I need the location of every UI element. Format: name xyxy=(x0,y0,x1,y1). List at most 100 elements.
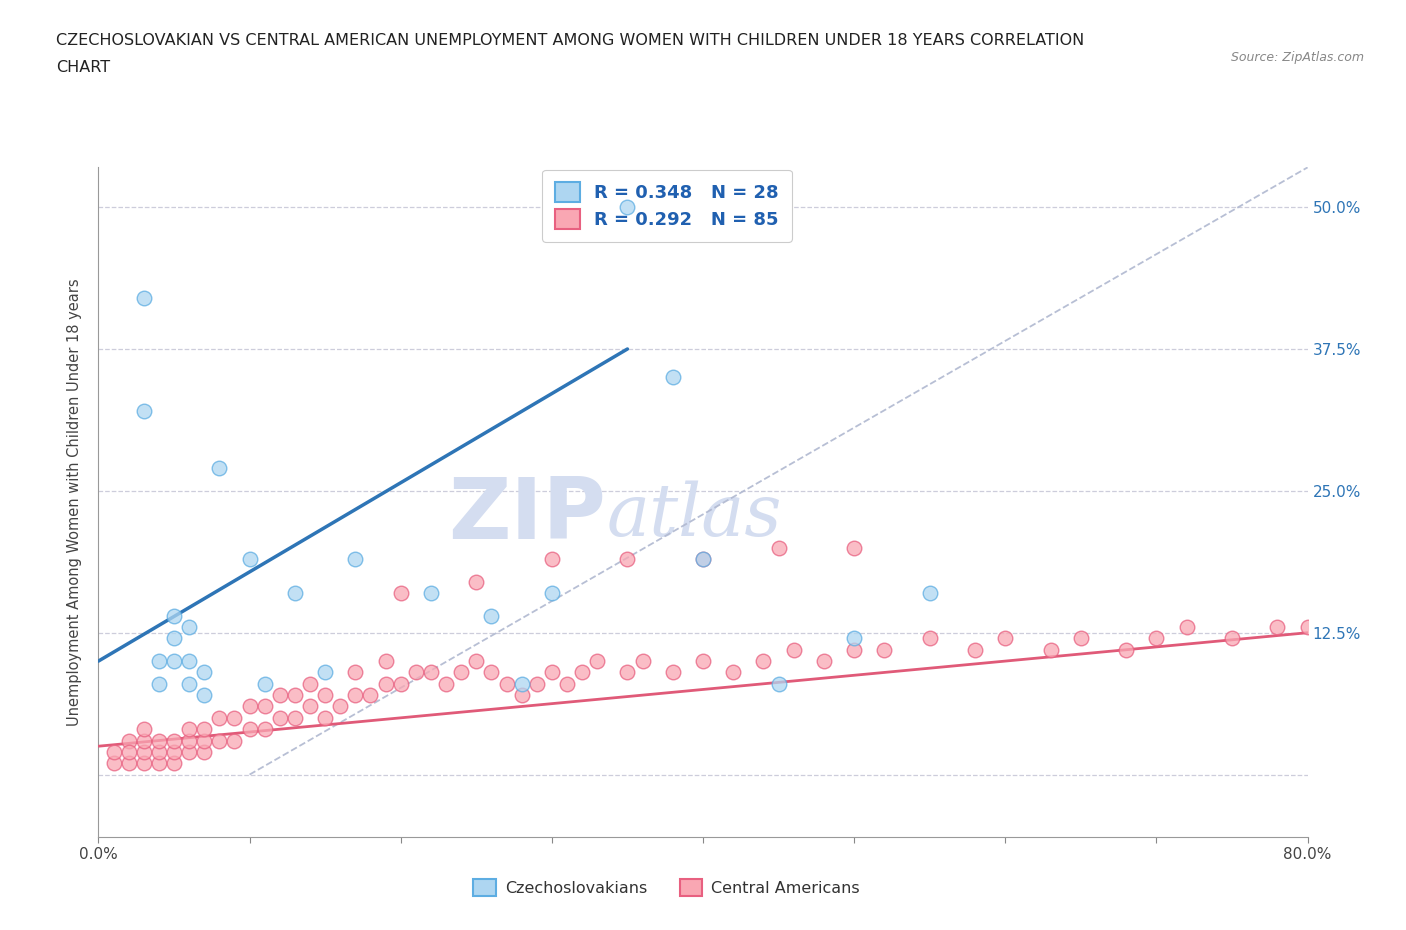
Point xyxy=(314,711,336,725)
Point xyxy=(510,676,533,691)
Point xyxy=(465,574,488,589)
Point xyxy=(208,733,231,748)
Point xyxy=(692,551,714,566)
Point xyxy=(314,687,336,702)
Point xyxy=(284,586,307,601)
Point xyxy=(299,699,322,714)
Point xyxy=(510,687,533,702)
Point xyxy=(813,654,835,669)
Point xyxy=(118,756,141,771)
Point xyxy=(132,290,155,305)
Point xyxy=(481,608,503,623)
Point xyxy=(768,540,790,555)
Point xyxy=(420,586,443,601)
Point xyxy=(344,551,367,566)
Point xyxy=(118,744,141,759)
Point xyxy=(662,665,685,680)
Point xyxy=(193,744,215,759)
Point xyxy=(540,586,562,601)
Point xyxy=(193,687,215,702)
Text: ZIP: ZIP xyxy=(449,474,606,557)
Point xyxy=(193,722,215,737)
Point xyxy=(239,551,262,566)
Legend: Czechoslovakians, Central Americans: Czechoslovakians, Central Americans xyxy=(467,872,866,903)
Point xyxy=(616,665,638,680)
Point xyxy=(208,711,231,725)
Point xyxy=(269,687,291,702)
Point xyxy=(132,744,155,759)
Point xyxy=(132,404,155,418)
Point xyxy=(360,687,382,702)
Point xyxy=(465,654,488,669)
Text: atlas: atlas xyxy=(606,480,782,551)
Point xyxy=(132,756,155,771)
Point xyxy=(1070,631,1092,645)
Point xyxy=(616,551,638,566)
Point xyxy=(163,744,186,759)
Point xyxy=(692,551,714,566)
Point xyxy=(420,665,443,680)
Point xyxy=(374,654,396,669)
Point xyxy=(163,654,186,669)
Point xyxy=(1220,631,1243,645)
Point xyxy=(179,744,201,759)
Point xyxy=(224,711,246,725)
Point xyxy=(389,676,412,691)
Point xyxy=(1115,643,1137,658)
Point xyxy=(450,665,472,680)
Point xyxy=(163,631,186,645)
Point xyxy=(148,756,170,771)
Point xyxy=(692,654,714,669)
Point xyxy=(540,665,562,680)
Point xyxy=(253,699,276,714)
Text: Source: ZipAtlas.com: Source: ZipAtlas.com xyxy=(1230,51,1364,64)
Point xyxy=(965,643,987,658)
Point xyxy=(405,665,427,680)
Point xyxy=(224,733,246,748)
Point xyxy=(344,665,367,680)
Y-axis label: Unemployment Among Women with Children Under 18 years: Unemployment Among Women with Children U… xyxy=(67,278,83,726)
Point xyxy=(586,654,609,669)
Point xyxy=(434,676,457,691)
Point xyxy=(193,665,215,680)
Point xyxy=(208,460,231,475)
Point xyxy=(631,654,654,669)
Point xyxy=(1144,631,1167,645)
Point xyxy=(329,699,352,714)
Point xyxy=(994,631,1017,645)
Point xyxy=(844,643,866,658)
Point xyxy=(253,676,276,691)
Point xyxy=(374,676,396,691)
Point xyxy=(481,665,503,680)
Point xyxy=(662,370,685,385)
Point xyxy=(179,733,201,748)
Point xyxy=(253,722,276,737)
Point xyxy=(179,676,201,691)
Point xyxy=(768,676,790,691)
Point xyxy=(314,665,336,680)
Point xyxy=(103,744,125,759)
Point xyxy=(132,733,155,748)
Point xyxy=(163,756,186,771)
Point xyxy=(918,586,941,601)
Point xyxy=(1296,619,1319,634)
Point xyxy=(148,676,170,691)
Point xyxy=(1175,619,1198,634)
Point xyxy=(163,733,186,748)
Point xyxy=(844,540,866,555)
Point xyxy=(239,722,262,737)
Point xyxy=(555,676,578,691)
Point xyxy=(844,631,866,645)
Point xyxy=(1039,643,1062,658)
Point xyxy=(723,665,745,680)
Point xyxy=(389,586,412,601)
Point xyxy=(616,200,638,215)
Point xyxy=(269,711,291,725)
Point xyxy=(526,676,548,691)
Point xyxy=(284,711,307,725)
Point xyxy=(873,643,896,658)
Point xyxy=(571,665,593,680)
Point xyxy=(918,631,941,645)
Point xyxy=(179,619,201,634)
Point xyxy=(118,733,141,748)
